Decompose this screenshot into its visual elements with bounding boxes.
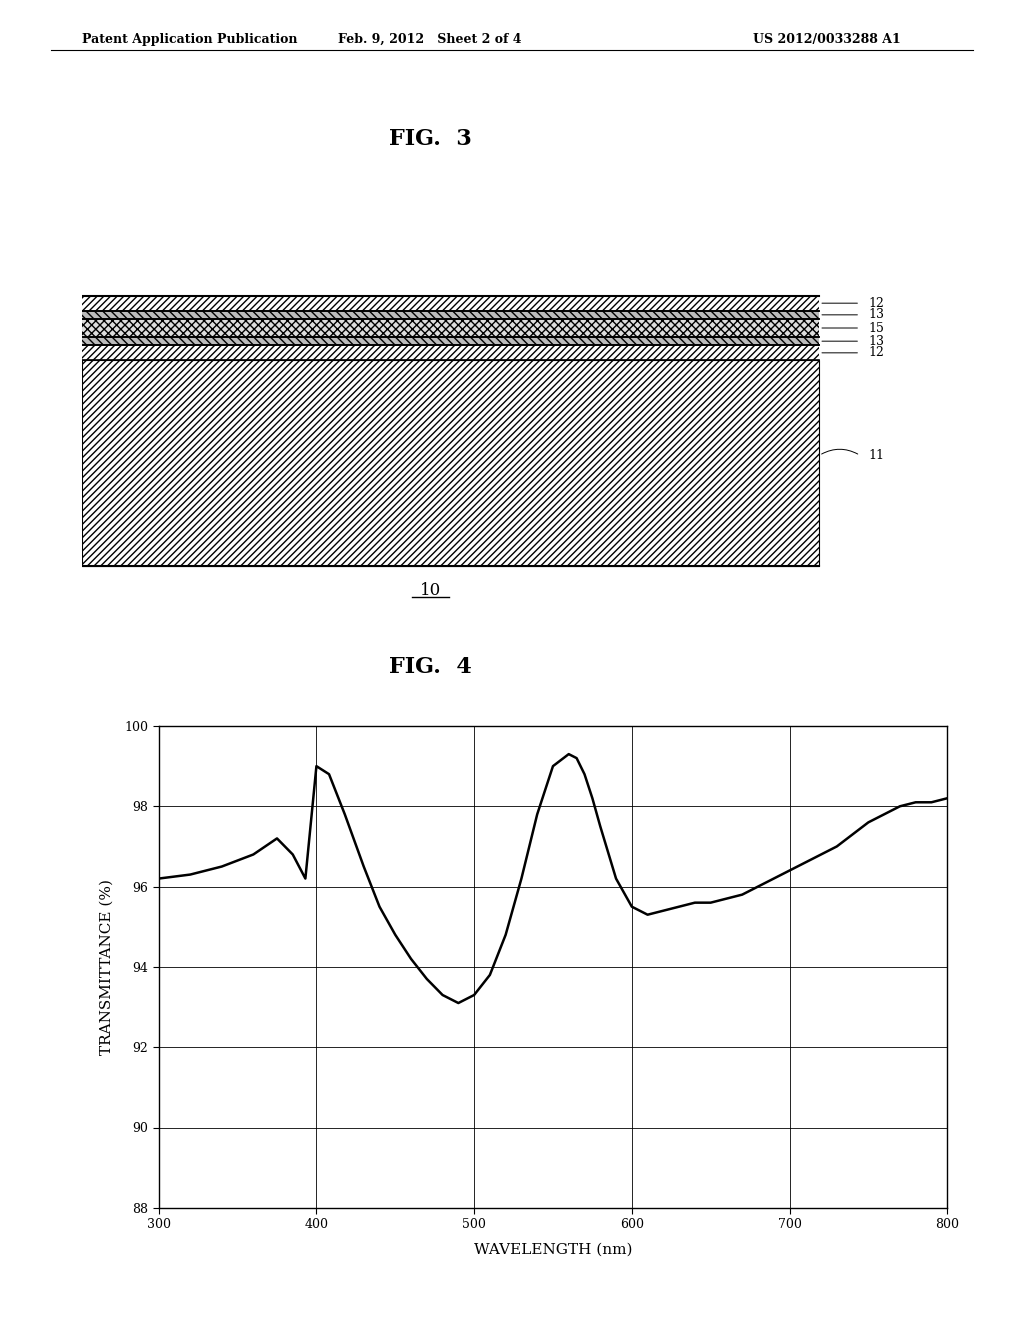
Text: 13: 13 bbox=[868, 335, 885, 347]
Text: 12: 12 bbox=[868, 346, 885, 359]
Text: 13: 13 bbox=[868, 309, 885, 321]
X-axis label: WAVELENGTH (nm): WAVELENGTH (nm) bbox=[474, 1242, 632, 1257]
Bar bbox=[82, 310, 819, 319]
Text: Feb. 9, 2012   Sheet 2 of 4: Feb. 9, 2012 Sheet 2 of 4 bbox=[338, 33, 522, 46]
Text: Patent Application Publication: Patent Application Publication bbox=[82, 33, 297, 46]
Bar bbox=[82, 346, 819, 360]
Text: 11: 11 bbox=[868, 449, 885, 462]
Bar bbox=[82, 296, 819, 310]
Bar bbox=[82, 360, 819, 566]
Text: 12: 12 bbox=[868, 297, 885, 310]
Bar bbox=[82, 337, 819, 346]
Bar bbox=[82, 319, 819, 337]
Text: FIG.  3: FIG. 3 bbox=[389, 128, 471, 149]
Text: 10: 10 bbox=[420, 582, 440, 598]
Text: US 2012/0033288 A1: US 2012/0033288 A1 bbox=[754, 33, 901, 46]
Text: FIG.  4: FIG. 4 bbox=[389, 656, 471, 677]
Y-axis label: TRANSMITTANCE (%): TRANSMITTANCE (%) bbox=[99, 879, 114, 1055]
Text: 15: 15 bbox=[868, 322, 885, 334]
